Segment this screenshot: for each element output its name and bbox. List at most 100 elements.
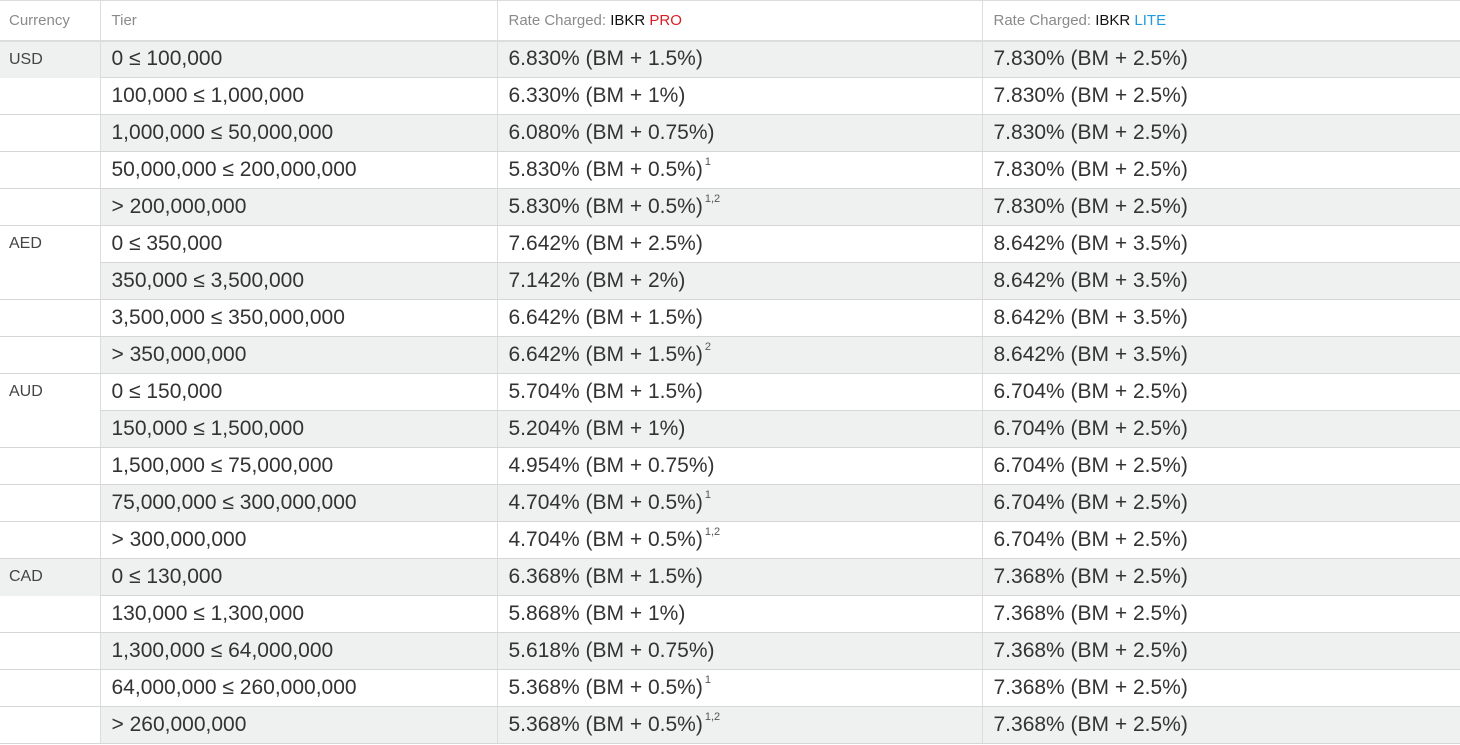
currency-cell <box>0 484 101 522</box>
rate-pro-cell: 4.704% (BM + 0.5%) 1,2 <box>497 521 983 559</box>
rate-pro-value: 5.618% (BM + 0.75%) <box>508 639 715 662</box>
rate-pro-value: 5.204% (BM + 1%) <box>508 417 686 440</box>
currency-cell: USD <box>0 40 101 78</box>
currency-cell <box>0 151 101 189</box>
rate-lite-cell: 8.642% (BM + 3.5%) <box>982 262 1460 300</box>
footnote-marker: 2 <box>704 341 711 353</box>
table-header: Currency Tier Rate Charged: IBKR PRO Rat… <box>0 0 1460 42</box>
table-row: 1,300,000 ≤ 64,000,000 5.618% (BM + 0.75%… <box>0 632 1460 670</box>
rate-pro-tier-label: PRO <box>649 11 682 29</box>
tier-cell: 130,000 ≤ 1,300,000 <box>100 595 498 633</box>
rate-pro-cell: 5.830% (BM + 0.5%) 1 <box>497 151 983 189</box>
tier-cell: 1,000,000 ≤ 50,000,000 <box>100 114 498 152</box>
rate-pro-value: 4.954% (BM + 0.75%) <box>508 454 715 477</box>
currency-cell <box>0 77 101 115</box>
rate-pro-cell: 5.830% (BM + 0.5%) 1,2 <box>497 188 983 226</box>
currency-cell <box>0 262 101 300</box>
rate-lite-cell: 7.368% (BM + 2.5%) <box>982 632 1460 670</box>
table-row: AED 0 ≤ 350,000 7.642% (BM + 2.5%) 8.642% (… <box>0 225 1460 263</box>
rate-lite-cell: 6.704% (BM + 2.5%) <box>982 373 1460 411</box>
rate-lite-cell: 7.830% (BM + 2.5%) <box>982 151 1460 189</box>
tier-header-label: Tier <box>111 11 137 29</box>
footnote-marker: 1 <box>704 674 711 686</box>
rate-pro-cell: 5.204% (BM + 1%) <box>497 410 983 448</box>
rate-lite-cell: 6.704% (BM + 2.5%) <box>982 410 1460 448</box>
rate-lite-cell: 6.704% (BM + 2.5%) <box>982 484 1460 522</box>
tier-cell: 0 ≤ 130,000 <box>100 558 498 596</box>
table-row: 3,500,000 ≤ 350,000,000 6.642% (BM + 1.5%… <box>0 299 1460 337</box>
tier-column-header: Tier <box>100 0 498 42</box>
rate-pro-column-header: Rate Charged: IBKR PRO <box>497 0 983 42</box>
footnote-marker: 1 <box>704 489 711 501</box>
currency-cell <box>0 521 101 559</box>
rate-pro-cell: 7.142% (BM + 2%) <box>497 262 983 300</box>
tier-cell: 150,000 ≤ 1,500,000 <box>100 410 498 448</box>
rate-lite-cell: 8.642% (BM + 3.5%) <box>982 299 1460 337</box>
tier-cell: 0 ≤ 350,000 <box>100 225 498 263</box>
footnote-marker: 1,2 <box>704 193 721 205</box>
tier-cell: 50,000,000 ≤ 200,000,000 <box>100 151 498 189</box>
rate-pro-brand: IBKR <box>610 11 646 29</box>
rate-pro-cell: 6.368% (BM + 1.5%) <box>497 558 983 596</box>
tier-cell: > 300,000,000 <box>100 521 498 559</box>
table-row: 1,500,000 ≤ 75,000,000 4.954% (BM + 0.75%… <box>0 447 1460 485</box>
rate-pro-cell: 7.642% (BM + 2.5%) <box>497 225 983 263</box>
footnote-marker: 1,2 <box>704 711 721 723</box>
table-row: 100,000 ≤ 1,000,000 6.330% (BM + 1%) 7.830… <box>0 77 1460 115</box>
tier-cell: 100,000 ≤ 1,000,000 <box>100 77 498 115</box>
table-row: 75,000,000 ≤ 300,000,000 4.704% (BM + 0.5… <box>0 484 1460 522</box>
rate-pro-value: 5.868% (BM + 1%) <box>508 602 686 625</box>
currency-cell <box>0 669 101 707</box>
tier-cell: 1,500,000 ≤ 75,000,000 <box>100 447 498 485</box>
rate-pro-value: 5.368% (BM + 0.5%) <box>508 676 703 699</box>
rate-pro-cell: 6.080% (BM + 0.75%) <box>497 114 983 152</box>
rate-pro-value: 5.830% (BM + 0.5%) <box>508 195 703 218</box>
tier-cell: 75,000,000 ≤ 300,000,000 <box>100 484 498 522</box>
rate-lite-cell: 6.704% (BM + 2.5%) <box>982 447 1460 485</box>
currency-column-header: Currency <box>0 0 101 42</box>
currency-cell: AUD <box>0 373 101 411</box>
currency-cell <box>0 410 101 448</box>
tier-cell: 1,300,000 ≤ 64,000,000 <box>100 632 498 670</box>
footnote-marker: 1,2 <box>704 526 721 538</box>
table-row: CAD 0 ≤ 130,000 6.368% (BM + 1.5%) 7.368% (… <box>0 558 1460 596</box>
currency-cell: CAD <box>0 558 101 596</box>
rate-lite-cell: 8.642% (BM + 3.5%) <box>982 336 1460 374</box>
rate-lite-cell: 7.830% (BM + 2.5%) <box>982 40 1460 78</box>
rate-lite-cell: 8.642% (BM + 3.5%) <box>982 225 1460 263</box>
rate-pro-cell: 5.618% (BM + 0.75%) <box>497 632 983 670</box>
table-row: 50,000,000 ≤ 200,000,000 5.830% (BM + 0.5… <box>0 151 1460 189</box>
rate-lite-cell: 7.830% (BM + 2.5%) <box>982 188 1460 226</box>
rate-lite-cell: 6.704% (BM + 2.5%) <box>982 521 1460 559</box>
rate-pro-value: 4.704% (BM + 0.5%) <box>508 528 703 551</box>
rate-pro-cell: 5.704% (BM + 1.5%) <box>497 373 983 411</box>
footnote-marker: 1 <box>704 156 711 168</box>
currency-cell <box>0 188 101 226</box>
tier-cell: > 350,000,000 <box>100 336 498 374</box>
currency-cell <box>0 706 101 744</box>
rate-pro-cell: 5.368% (BM + 0.5%) 1 <box>497 669 983 707</box>
rate-lite-cell: 7.368% (BM + 2.5%) <box>982 558 1460 596</box>
table-row: > 350,000,000 6.642% (BM + 1.5%) 2 8.642% (… <box>0 336 1460 374</box>
rate-pro-cell: 5.368% (BM + 0.5%) 1,2 <box>497 706 983 744</box>
table-row: AUD 0 ≤ 150,000 5.704% (BM + 1.5%) 6.704% (… <box>0 373 1460 411</box>
rate-pro-value: 4.704% (BM + 0.5%) <box>508 491 703 514</box>
rate-pro-cell: 5.868% (BM + 1%) <box>497 595 983 633</box>
table-row: > 200,000,000 5.830% (BM + 0.5%) 1,2 7.830%… <box>0 188 1460 226</box>
tier-cell: > 200,000,000 <box>100 188 498 226</box>
rate-lite-prefix: Rate Charged: <box>993 11 1092 29</box>
rate-lite-column-header: Rate Charged: IBKR LITE <box>982 0 1460 42</box>
currency-cell <box>0 447 101 485</box>
table-row: 130,000 ≤ 1,300,000 5.868% (BM + 1%) 7.368… <box>0 595 1460 633</box>
currency-cell <box>0 632 101 670</box>
rate-pro-cell: 4.954% (BM + 0.75%) <box>497 447 983 485</box>
rate-pro-value: 6.642% (BM + 1.5%) <box>508 343 703 366</box>
rate-pro-value: 5.704% (BM + 1.5%) <box>508 380 703 403</box>
tier-cell: 350,000 ≤ 3,500,000 <box>100 262 498 300</box>
rate-lite-cell: 7.368% (BM + 2.5%) <box>982 669 1460 707</box>
table-row: 150,000 ≤ 1,500,000 5.204% (BM + 1%) 6.704… <box>0 410 1460 448</box>
rate-pro-value: 6.830% (BM + 1.5%) <box>508 47 703 71</box>
table-row: USD 0 ≤ 100,000 6.830% (BM + 1.5%) 7.830% (… <box>0 40 1460 78</box>
table-row: 350,000 ≤ 3,500,000 7.142% (BM + 2%) 8.642… <box>0 262 1460 300</box>
